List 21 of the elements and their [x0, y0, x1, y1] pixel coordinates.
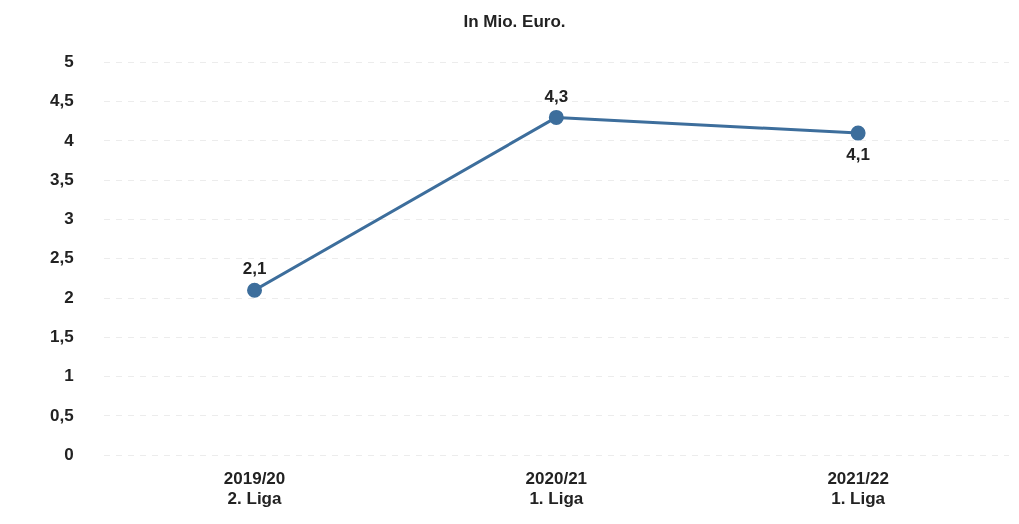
y-tick-label: 0,5	[49, 405, 74, 425]
y-tick-label: 1	[64, 366, 74, 386]
y-tick-label: 2,5	[49, 248, 74, 268]
y-tick-label: 3,5	[49, 169, 74, 189]
y-tick-label: 4	[64, 130, 75, 150]
y-tick-label: 4,5	[49, 91, 74, 111]
y-tick-label: 5	[64, 52, 74, 72]
text: 2,1	[242, 259, 267, 279]
x-tick-label: 2021/22 1. Liga	[827, 469, 889, 509]
text: 4,3	[544, 86, 569, 106]
point	[247, 282, 263, 298]
y-tick-label: 1,5	[49, 327, 74, 347]
text: 4,1	[846, 145, 870, 165]
y-tick-label: 0	[64, 444, 74, 464]
y-tick-label: 3	[64, 209, 74, 229]
y-tick-label: 2	[64, 287, 74, 307]
x-tick-label: 2020/21 1. Liga	[525, 469, 588, 509]
point	[548, 109, 564, 125]
point	[850, 125, 866, 141]
chart-title: In Mio. Euro.	[463, 11, 566, 31]
x-tick-label: 2019/20 2. Liga	[223, 469, 286, 509]
